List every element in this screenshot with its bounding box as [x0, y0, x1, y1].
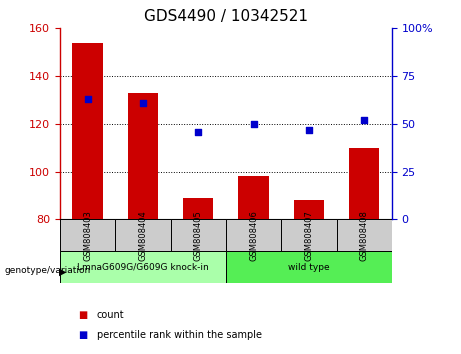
Point [361, 117, 368, 123]
Bar [60, 219, 115, 251]
Text: GSM808405: GSM808405 [194, 210, 203, 261]
Text: ■: ■ [78, 330, 88, 339]
Text: ▶: ▶ [59, 267, 66, 277]
Bar [183, 198, 213, 219]
Text: GSM808406: GSM808406 [249, 210, 258, 261]
Bar [115, 219, 171, 251]
Bar [128, 93, 158, 219]
Bar [72, 42, 103, 219]
Text: GSM808403: GSM808403 [83, 210, 92, 261]
Text: ■: ■ [78, 310, 88, 320]
Point [139, 100, 147, 106]
Text: LmnaG609G/G609G knock-in: LmnaG609G/G609G knock-in [77, 263, 209, 272]
Point [195, 129, 202, 135]
Bar [238, 176, 269, 219]
Bar [349, 148, 379, 219]
Text: GSM808408: GSM808408 [360, 210, 369, 261]
Bar [60, 251, 226, 283]
Text: count: count [97, 310, 124, 320]
Text: percentile rank within the sample: percentile rank within the sample [97, 330, 262, 339]
Bar [281, 219, 337, 251]
Bar [226, 219, 281, 251]
Bar [226, 251, 392, 283]
Bar [294, 200, 324, 219]
Title: GDS4490 / 10342521: GDS4490 / 10342521 [144, 9, 308, 24]
Point [84, 96, 91, 102]
Bar [171, 219, 226, 251]
Text: genotype/variation: genotype/variation [5, 266, 91, 275]
Bar [337, 219, 392, 251]
Point [250, 121, 257, 127]
Point [305, 127, 313, 132]
Text: wild type: wild type [288, 263, 330, 272]
Text: GSM808407: GSM808407 [304, 210, 313, 261]
Text: GSM808404: GSM808404 [138, 210, 148, 261]
